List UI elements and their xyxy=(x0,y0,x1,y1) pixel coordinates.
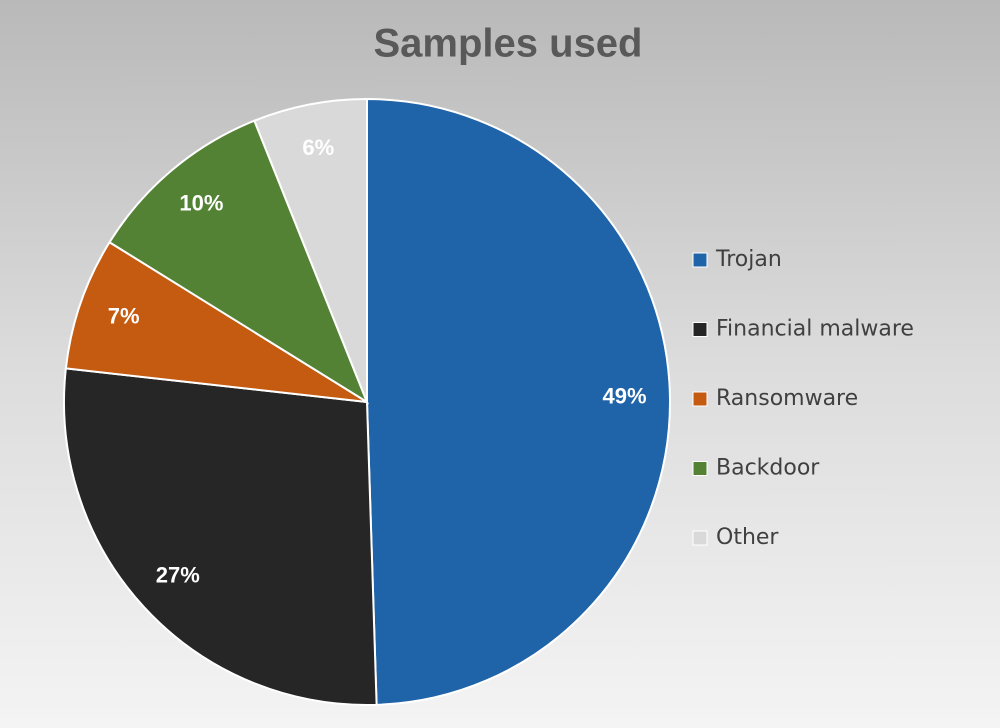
legend-marker xyxy=(692,391,708,407)
data-label: 7% xyxy=(108,304,140,329)
pie-slice xyxy=(253,97,368,403)
data-label: 49% xyxy=(602,384,646,409)
chart-title: Samples used xyxy=(373,22,642,66)
legend-marker xyxy=(692,322,708,337)
data-label: 6% xyxy=(302,135,334,160)
legend-marker xyxy=(692,252,708,268)
legend-label: Trojan xyxy=(715,247,782,272)
data-label: 27% xyxy=(156,563,200,588)
pie-slice xyxy=(366,97,671,706)
legend-label: Financial malware xyxy=(716,317,914,342)
legend-label: Backdoor xyxy=(716,456,820,481)
legend-marker xyxy=(692,461,708,476)
data-label: 10% xyxy=(179,191,223,216)
pie-slice xyxy=(108,119,370,405)
legend-label: Ransomware xyxy=(716,386,858,411)
legend-marker xyxy=(692,530,708,546)
pie-slice xyxy=(63,367,378,706)
pie-slice xyxy=(64,240,368,403)
legend-label: Other xyxy=(716,525,779,550)
